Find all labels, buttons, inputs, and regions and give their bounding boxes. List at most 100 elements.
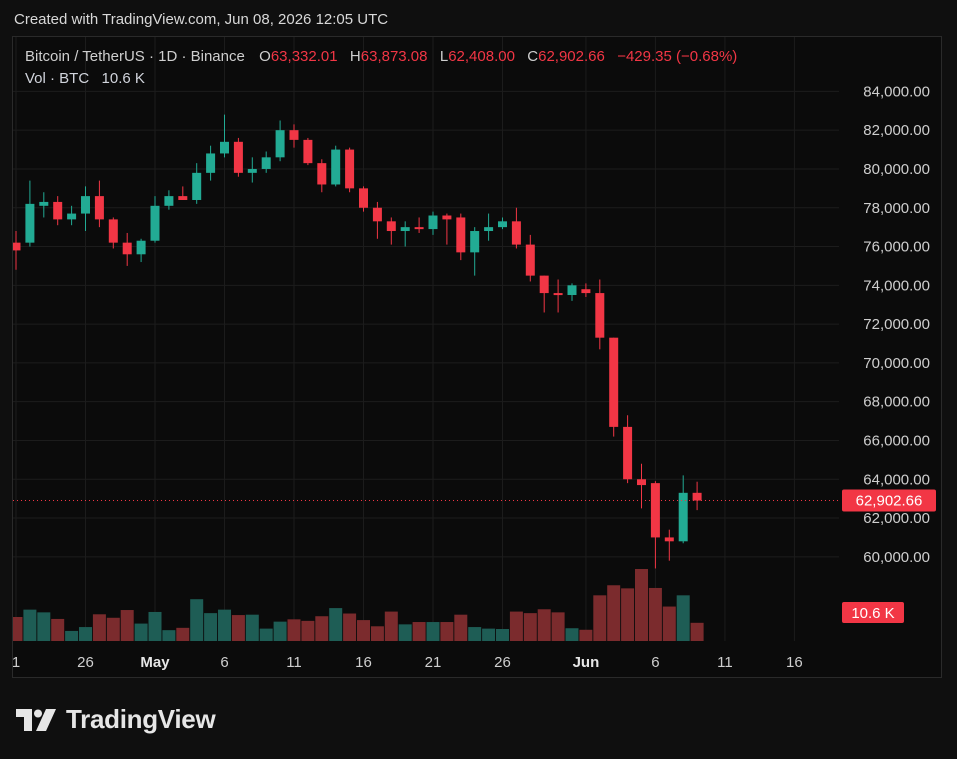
candle-body bbox=[94, 196, 104, 220]
candle-body bbox=[136, 240, 146, 255]
candle-body bbox=[650, 483, 660, 538]
candle-body bbox=[386, 221, 396, 232]
candle bbox=[539, 275, 549, 313]
candle bbox=[345, 147, 355, 193]
price-tick-label: 64,000.00 bbox=[863, 471, 930, 488]
candle bbox=[650, 481, 660, 569]
candle-body bbox=[359, 188, 368, 208]
price-tick-label: 68,000.00 bbox=[863, 394, 930, 411]
candle-body bbox=[498, 221, 507, 228]
time-tick-label: May bbox=[140, 654, 170, 671]
price-axis[interactable]: 84,000.00 82,000.00 80,000.00 78,000.00 76,0… bbox=[863, 83, 930, 565]
volume-bar bbox=[23, 609, 37, 641]
candle bbox=[233, 137, 243, 177]
candle bbox=[400, 221, 410, 247]
volume-bar bbox=[190, 599, 204, 641]
price-tick-label: 84,000.00 bbox=[863, 83, 930, 100]
price-tick-label: 66,000.00 bbox=[863, 432, 930, 449]
candle bbox=[164, 190, 174, 210]
volume-bar bbox=[662, 606, 676, 641]
candle bbox=[53, 196, 63, 226]
candle-body bbox=[525, 244, 535, 276]
volume-bar bbox=[607, 585, 621, 641]
candle-body bbox=[609, 337, 619, 427]
time-tick-label: 16 bbox=[355, 654, 372, 671]
symbol-legend[interactable]: Bitcoin / TetherUS · 1D · Binance O63,33… bbox=[25, 48, 737, 65]
candle-body bbox=[192, 172, 202, 200]
tradingview-brand[interactable]: TradingView bbox=[16, 704, 216, 735]
volume-bar bbox=[676, 595, 690, 641]
time-tick-label: Jun bbox=[573, 654, 600, 671]
candle bbox=[25, 180, 35, 247]
candle-body bbox=[428, 215, 438, 230]
volume-bar bbox=[79, 627, 92, 641]
open-value: 63,332.01 bbox=[270, 48, 338, 65]
candle-body bbox=[567, 285, 577, 296]
candle-body bbox=[261, 157, 271, 169]
candle bbox=[39, 192, 49, 218]
volume-bar bbox=[176, 627, 190, 641]
candle-body bbox=[67, 213, 77, 220]
time-tick-label: 1 bbox=[13, 654, 20, 671]
volume-bar bbox=[134, 623, 148, 641]
chart-panel[interactable]: 84,000.00 82,000.00 80,000.00 78,000.00 76,0… bbox=[12, 36, 942, 678]
grid-lines bbox=[13, 37, 839, 641]
candle bbox=[386, 217, 396, 245]
time-tick-label: 6 bbox=[651, 654, 659, 671]
volume-bar bbox=[551, 612, 565, 641]
candle-body bbox=[206, 153, 216, 173]
candle-body bbox=[150, 205, 160, 241]
open-label: O bbox=[259, 48, 271, 65]
candle-body bbox=[81, 196, 90, 214]
price-tick-label: 70,000.00 bbox=[863, 355, 930, 372]
candle bbox=[456, 213, 466, 261]
candle bbox=[414, 217, 424, 233]
volume-bar bbox=[301, 620, 315, 641]
last-price-badge bbox=[842, 489, 936, 512]
volume-value: 10.6 K bbox=[101, 70, 145, 87]
candle-body bbox=[220, 141, 229, 154]
volume-bar bbox=[398, 624, 412, 641]
candle bbox=[372, 201, 382, 239]
candle-body bbox=[595, 293, 605, 338]
volume-bar bbox=[509, 611, 523, 641]
candle-body bbox=[456, 217, 466, 253]
volume-bar bbox=[273, 621, 287, 641]
candle-body bbox=[331, 149, 341, 185]
candle-body bbox=[13, 242, 21, 251]
candle bbox=[206, 145, 216, 181]
volume-bar bbox=[370, 626, 384, 641]
price-tick-label: 78,000.00 bbox=[863, 200, 930, 217]
candle bbox=[664, 529, 674, 561]
candle bbox=[289, 124, 299, 148]
candle bbox=[442, 213, 452, 245]
time-axis[interactable]: 1 26 May 6 11 16 21 26 Jun 6 11 16 bbox=[13, 654, 803, 671]
candle-body bbox=[581, 289, 591, 294]
volume-bar bbox=[37, 612, 51, 641]
candles bbox=[13, 114, 702, 569]
time-tick-label: 21 bbox=[425, 654, 442, 671]
time-tick-label: 16 bbox=[786, 654, 803, 671]
candle bbox=[498, 217, 507, 230]
low-label: L bbox=[439, 48, 449, 65]
candle bbox=[511, 207, 521, 249]
volume-bar bbox=[315, 616, 329, 641]
candle bbox=[261, 151, 271, 173]
volume-legend[interactable]: Vol · BTC 10.6 K bbox=[25, 70, 145, 87]
candle-body bbox=[25, 203, 35, 243]
last-volume-label: 10.6 K bbox=[851, 605, 894, 622]
candle-body bbox=[178, 196, 188, 200]
volume-bar bbox=[468, 627, 482, 641]
price-tick-label: 82,000.00 bbox=[863, 122, 930, 139]
candle bbox=[553, 279, 563, 313]
volume-bar bbox=[537, 609, 551, 641]
symbol-name[interactable]: Bitcoin / TetherUS · 1D · Binance bbox=[25, 48, 245, 65]
time-tick-label: 26 bbox=[77, 654, 94, 671]
volume-bar bbox=[162, 630, 176, 641]
time-tick-label: 6 bbox=[220, 654, 228, 671]
candlestick-chart[interactable]: 84,000.00 82,000.00 80,000.00 78,000.00 76,0… bbox=[13, 37, 941, 677]
candle bbox=[637, 463, 646, 509]
candle bbox=[67, 205, 77, 226]
time-tick-label: 26 bbox=[494, 654, 511, 671]
candle-body bbox=[664, 537, 674, 542]
